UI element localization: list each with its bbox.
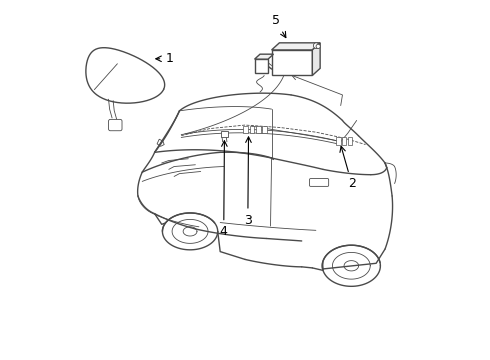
FancyBboxPatch shape — [342, 138, 346, 145]
FancyBboxPatch shape — [310, 179, 329, 186]
Polygon shape — [255, 54, 273, 59]
FancyBboxPatch shape — [348, 138, 352, 145]
FancyBboxPatch shape — [109, 120, 122, 131]
FancyBboxPatch shape — [337, 138, 341, 145]
Text: 4: 4 — [220, 141, 228, 238]
Text: 3: 3 — [244, 137, 252, 227]
FancyBboxPatch shape — [256, 126, 261, 133]
Circle shape — [316, 44, 320, 49]
FancyBboxPatch shape — [271, 50, 312, 76]
FancyBboxPatch shape — [262, 126, 267, 133]
Text: 5: 5 — [271, 14, 286, 37]
Text: 2: 2 — [340, 146, 356, 190]
Text: 1: 1 — [156, 52, 173, 65]
FancyBboxPatch shape — [221, 131, 228, 137]
Polygon shape — [312, 43, 320, 76]
FancyBboxPatch shape — [243, 126, 248, 133]
FancyBboxPatch shape — [249, 126, 254, 133]
Circle shape — [314, 43, 319, 49]
Polygon shape — [271, 43, 320, 50]
FancyBboxPatch shape — [255, 59, 268, 73]
